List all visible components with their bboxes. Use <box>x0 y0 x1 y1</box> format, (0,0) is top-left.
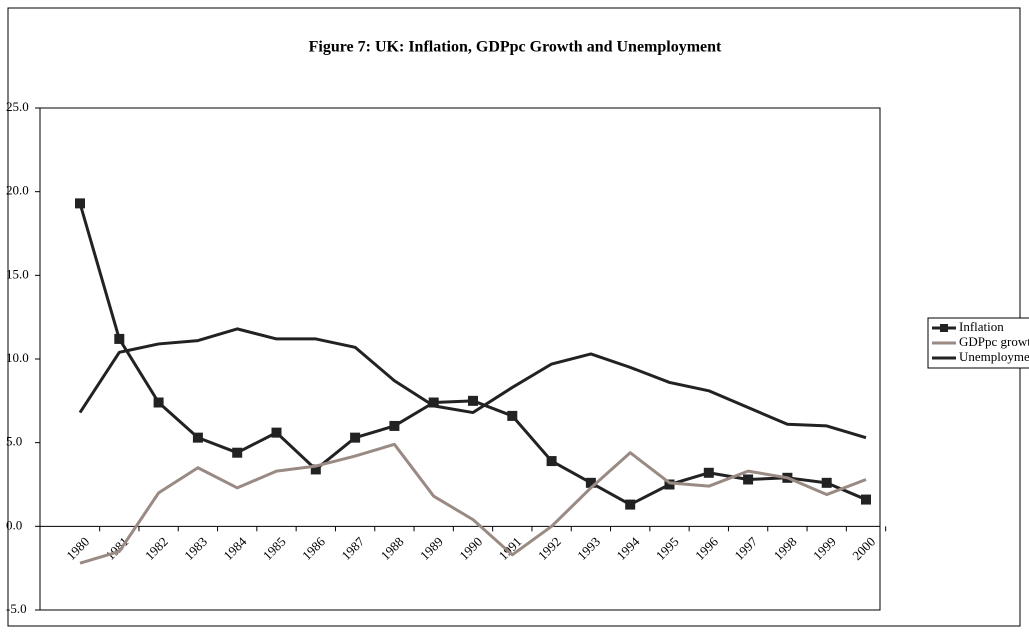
y-tick-label: 0.0 <box>6 517 22 532</box>
y-tick-label: 20.0 <box>6 183 29 198</box>
point-marker <box>271 427 282 438</box>
point-marker <box>468 395 478 406</box>
series-line <box>78 327 867 440</box>
point-marker <box>153 397 164 408</box>
point-marker <box>546 456 557 467</box>
y-tick-label: 10.0 <box>6 350 29 365</box>
legend-label: Inflation <box>959 319 1004 334</box>
y-tick-label: 25.0 <box>6 99 29 114</box>
point-marker <box>75 198 85 209</box>
point-marker <box>428 397 439 408</box>
legend-label: Unemployment <box>959 349 1029 364</box>
point-marker <box>861 494 871 505</box>
chart-frame <box>7 7 1021 627</box>
point-marker <box>310 464 321 475</box>
point-marker <box>625 499 636 510</box>
point-marker <box>507 410 518 421</box>
point-marker <box>664 479 675 490</box>
series-line <box>79 442 867 565</box>
point-marker <box>821 477 832 488</box>
point-marker <box>703 467 714 478</box>
chart-title: Figure 7: UK: Inflation, GDPpc Growth an… <box>309 39 722 56</box>
y-tick-label: 5.0 <box>6 434 22 449</box>
point-marker <box>114 333 125 344</box>
y-tick-label: -5.0 <box>6 601 27 616</box>
legend-marker <box>940 324 948 332</box>
point-marker <box>743 474 754 485</box>
point-marker <box>389 420 400 431</box>
legend-label: GDPpc growth <box>959 334 1029 349</box>
y-tick-label: 15.0 <box>6 266 29 281</box>
point-marker <box>585 477 596 488</box>
point-marker <box>350 432 361 443</box>
point-marker <box>192 432 203 443</box>
point-marker <box>232 447 243 458</box>
